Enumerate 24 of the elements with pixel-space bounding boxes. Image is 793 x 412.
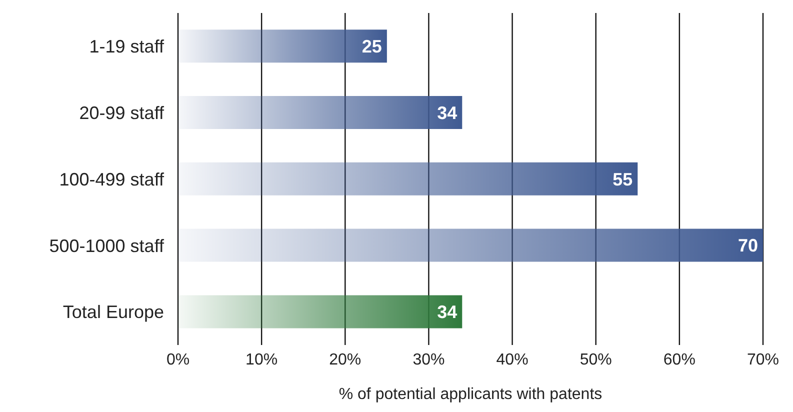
x-tick-label: 30% <box>412 351 445 368</box>
x-tick-label: 40% <box>496 351 528 368</box>
x-tick-label: 70% <box>746 351 780 368</box>
y-tick-label: 500-1000 staff <box>49 236 165 256</box>
data-label: 25 <box>362 36 382 56</box>
y-tick-label: 100-499 staff <box>59 169 165 190</box>
x-tick-label: 0% <box>166 351 190 368</box>
x-tick-label: 10% <box>246 351 278 368</box>
x-tick-label: 50% <box>580 351 612 368</box>
y-tick-label: 20-99 staff <box>79 102 165 123</box>
data-label: 55 <box>612 169 633 190</box>
y-tick-label: Total Europe <box>62 302 164 322</box>
x-axis-title: % of potential applicants with patents <box>338 386 602 403</box>
bar <box>178 162 638 196</box>
y-tick-label: 1-19 staff <box>89 36 165 57</box>
x-tick-label: 60% <box>663 351 696 368</box>
data-label: 70 <box>738 236 758 256</box>
bar <box>178 96 462 129</box>
data-label: 34 <box>437 302 458 322</box>
bar <box>178 295 462 328</box>
x-tick-label: 20% <box>329 351 362 368</box>
bar <box>178 30 387 63</box>
data-label: 34 <box>437 102 458 123</box>
bar <box>178 228 763 262</box>
